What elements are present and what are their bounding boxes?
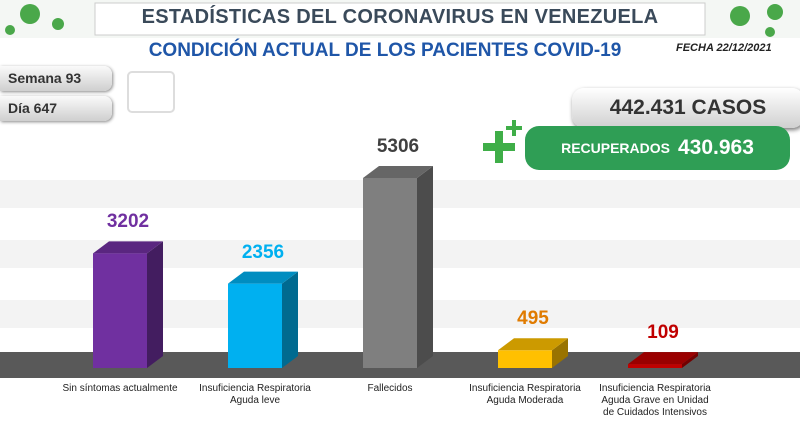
day: Día 647 [0,96,112,121]
bar-front [628,364,682,368]
bar-side [147,241,163,368]
value-label: 109 [647,322,679,344]
bar-side [282,271,298,368]
title: ESTADÍSTICAS DEL CORONAVIRUS EN VENEZUEL… [141,6,659,28]
bar-front [93,253,147,368]
bar-front [228,283,282,368]
calendar-icon [127,71,175,113]
subtitle: CONDICIÓN ACTUAL DE LOS PACIENTES COVID-… [148,40,622,61]
cases: 442.431 CASOS [572,88,800,128]
value-label: 2356 [241,241,285,263]
x-tick-label: Insuficiencia Respiratoria Aguda Moderad… [469,383,581,406]
date: FECHA 22/12/2021 [676,42,772,54]
bar-front [498,350,552,368]
bar-top [228,271,298,284]
title-box [94,2,706,36]
virus-decor [5,4,783,37]
x-tick-label: Insuficiencia Respiratoria Aguda leve [199,383,311,406]
bar-side [682,352,698,368]
week: Semana 93 [0,66,112,91]
value-label: 3202 [106,211,150,233]
value-label: 495 [517,308,549,330]
bar-side [552,338,568,368]
recovered-box: RECUPERADOS 430.963 [525,126,790,170]
x-tick-label: Insuficiencia Respiratoria Aguda Grave e… [599,383,711,418]
x-tick-label: Sin síntomas actualmente [62,383,178,394]
bar-top [93,241,163,254]
plus-icons [483,120,522,163]
value-label: 5306 [376,136,420,157]
bar-side [417,166,433,368]
bar-top [628,352,698,365]
x-tick-label: Fallecidos [367,383,413,394]
recovered-value: 430.963 [677,136,754,159]
recovered-label: RECUPERADOS [561,140,670,156]
bar-front [363,178,417,368]
bar-top [363,166,433,178]
bar-top [498,338,568,351]
